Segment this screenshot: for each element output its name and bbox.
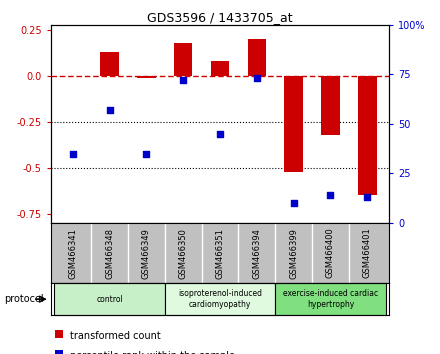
Text: GSM466399: GSM466399 (289, 228, 298, 279)
Text: GSM466401: GSM466401 (363, 228, 372, 279)
Point (290, 200, 297, 206)
Text: GSM466351: GSM466351 (216, 228, 224, 279)
Text: GSM466350: GSM466350 (179, 228, 188, 279)
Point (143, 151, 150, 156)
Bar (248, 39, 266, 76)
FancyBboxPatch shape (275, 283, 386, 315)
Bar (100, 52, 119, 76)
Text: GSM466400: GSM466400 (326, 228, 335, 279)
Point (253, 75, 260, 81)
Text: exercise-induced cardiac
hypertrophy: exercise-induced cardiac hypertrophy (283, 290, 378, 309)
Text: percentile rank within the sample: percentile rank within the sample (70, 350, 235, 354)
Text: transformed count: transformed count (70, 331, 160, 341)
Point (106, 107, 113, 113)
Bar (211, 62, 229, 76)
Text: isoproterenol-induced
cardiomyopathy: isoproterenol-induced cardiomyopathy (178, 290, 262, 309)
Text: GSM466349: GSM466349 (142, 228, 151, 279)
Bar (137, 76, 156, 78)
Point (364, 194, 371, 200)
Point (180, 78, 187, 83)
Text: protocol: protocol (4, 294, 44, 304)
FancyBboxPatch shape (54, 283, 165, 315)
Text: GSM466394: GSM466394 (252, 228, 261, 279)
Text: GSM466341: GSM466341 (68, 228, 77, 279)
Point (69, 151, 76, 156)
FancyBboxPatch shape (165, 283, 275, 315)
Bar (174, 43, 192, 76)
Title: GDS3596 / 1433705_at: GDS3596 / 1433705_at (147, 11, 293, 24)
Bar (358, 76, 377, 195)
Point (327, 193, 334, 198)
Bar (284, 76, 303, 172)
Point (216, 131, 224, 137)
Bar (321, 76, 340, 135)
Text: GSM466348: GSM466348 (105, 228, 114, 279)
Text: control: control (96, 295, 123, 304)
